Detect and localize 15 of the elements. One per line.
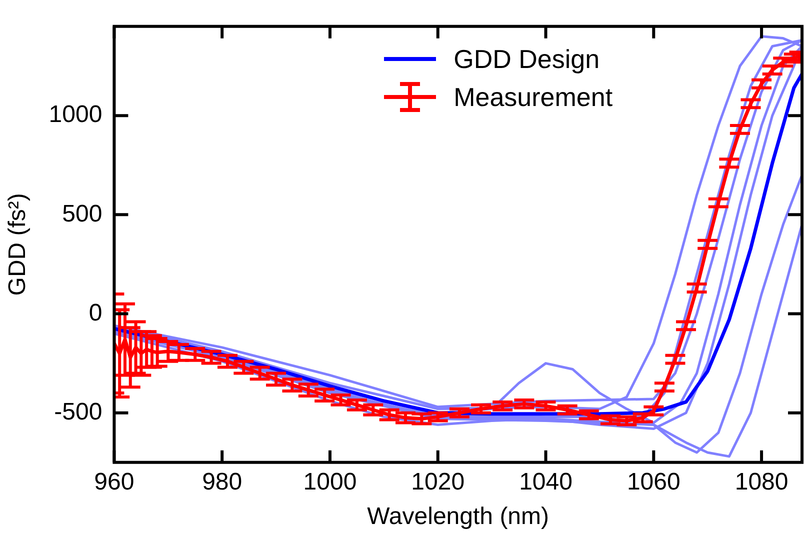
x-axis-title: Wavelength (nm) <box>367 503 550 530</box>
x-tick-label: 1040 <box>519 468 572 496</box>
x-tick-label: 980 <box>202 468 242 496</box>
y-tick-label: -500 <box>54 398 102 426</box>
y-tick-label: 1000 <box>48 101 102 128</box>
legend-label: GDD Design <box>454 43 600 76</box>
legend-label: Measurement <box>454 81 613 114</box>
x-tick-label: 1000 <box>303 468 357 496</box>
x-tick-label: 1060 <box>626 468 680 496</box>
x-tick-label: 960 <box>94 468 134 496</box>
y-tick-label: 500 <box>62 200 102 228</box>
x-tick-label: 1020 <box>411 468 465 496</box>
y-tick-label: 0 <box>88 299 102 326</box>
x-tick-label: 1080 <box>734 468 788 496</box>
y-axis-title: GDD (fs²) <box>4 193 32 296</box>
